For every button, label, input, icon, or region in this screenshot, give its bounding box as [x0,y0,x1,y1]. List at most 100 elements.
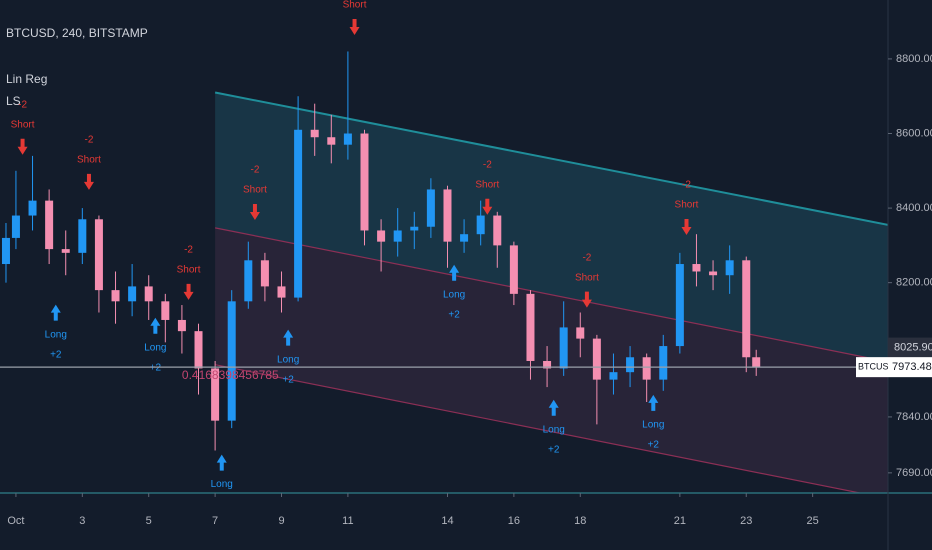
candle-body [493,215,502,246]
x-tick-label: 21 [674,515,686,527]
y-tick-label: 8800.00 [896,53,932,65]
candle-body [559,327,568,369]
candle-body [111,290,120,302]
x-tick-label: 16 [508,515,520,527]
long-arrow [283,329,294,346]
candle-body [360,133,369,231]
x-tick-label: 9 [278,515,284,527]
y-tick-label: 8600.00 [896,127,932,139]
signal-label: Long [443,289,465,300]
candle-body [609,372,618,380]
long-arrow [449,264,460,281]
candle-body [310,129,319,138]
signal-sub: +2 [448,309,460,320]
candle-body [543,360,552,369]
x-tick-label: 11 [342,515,353,527]
regression-line [214,227,888,363]
candle-body [659,346,668,380]
x-tick-label: 3 [79,515,85,527]
short-arrow [83,173,94,190]
candle-body [692,264,701,272]
candle-body [742,260,751,358]
long-arrow [548,399,559,416]
plot-area: -2 Short -2 Short -2 Short -2 Short -2 Short -2 Sho… [1,0,888,493]
channel-price-box [888,337,932,358]
candle-body [393,230,402,242]
long-arrow [216,454,227,471]
signal-sub: -2 [250,165,259,176]
candle-body [11,215,20,238]
candle-body [377,230,386,242]
signal-label: Short [475,179,499,190]
candle-body [294,129,303,298]
long-arrow [648,394,659,411]
channel-upper-fill [215,92,888,362]
signal-sub: +2 [648,440,660,451]
candle-body [592,338,601,380]
candle-body [426,189,435,227]
candle-body [460,234,469,242]
candle-body [725,260,734,276]
short-arrow [482,198,493,215]
channel-price-label: 8025.90 [894,342,932,354]
candle-body [194,331,203,369]
candle-body [476,215,485,235]
signal-sub: -2 [682,180,691,191]
short-arrow [249,204,260,221]
y-tick-label: 7690.00 [896,467,932,479]
candle-body [327,137,336,145]
candle-body [128,286,137,302]
x-tick-label: 23 [740,515,752,527]
candle-body [177,319,186,332]
x-tick-label: 14 [441,515,453,527]
candle-body [260,260,269,287]
signal-label: Long [45,329,67,340]
x-tick-label: 7 [212,515,218,527]
short-arrow [183,283,194,300]
signal-sub: -2 [85,134,94,145]
signal-label: Short [575,272,599,283]
candle-body [28,200,37,216]
y-tick-label: 7840.00 [896,411,932,423]
channel-lower-fill [215,227,888,493]
candle-body [277,286,286,298]
signal-label: Short [343,0,367,11]
regression-line [214,364,863,493]
short-arrow [17,138,28,155]
candle-body [509,245,518,294]
last-price-label: 7973.48 [892,361,932,373]
signal-label: Long [543,424,565,435]
candle-body [576,327,585,339]
last-name-label: BTCUSD [858,362,896,372]
signal-label: Long [642,420,664,431]
signal-sub: +2 [50,349,62,360]
signal-sub: -2 [18,99,27,110]
candle-body [626,357,635,373]
signal-label: Short [177,264,201,275]
signal-sub: -2 [582,252,591,263]
candle-body [642,357,651,380]
signal-label: Short [77,154,101,165]
candle-body [45,200,54,250]
candle-body [94,219,103,291]
x-tick-label: 25 [807,515,819,527]
long-arrow [50,304,61,321]
short-arrow [681,218,692,235]
candle-body [709,271,718,276]
candle-body [526,293,535,361]
signal-sub: -2 [483,159,492,170]
candle-body [1,237,10,265]
indicator-label: LS [6,94,21,108]
candle-body [244,260,253,302]
signal-sub: +2 [282,374,294,385]
signal-label: Long [277,354,299,365]
candle-body [443,189,452,242]
signal-label: Short [11,119,35,130]
signal-label: Short [243,185,267,196]
signal-sub: +2 [548,444,560,455]
candle-body [161,301,170,320]
candle-body [78,219,87,253]
candle-body [410,226,419,231]
coefficient-text: 0.4168398456785 [182,368,279,382]
